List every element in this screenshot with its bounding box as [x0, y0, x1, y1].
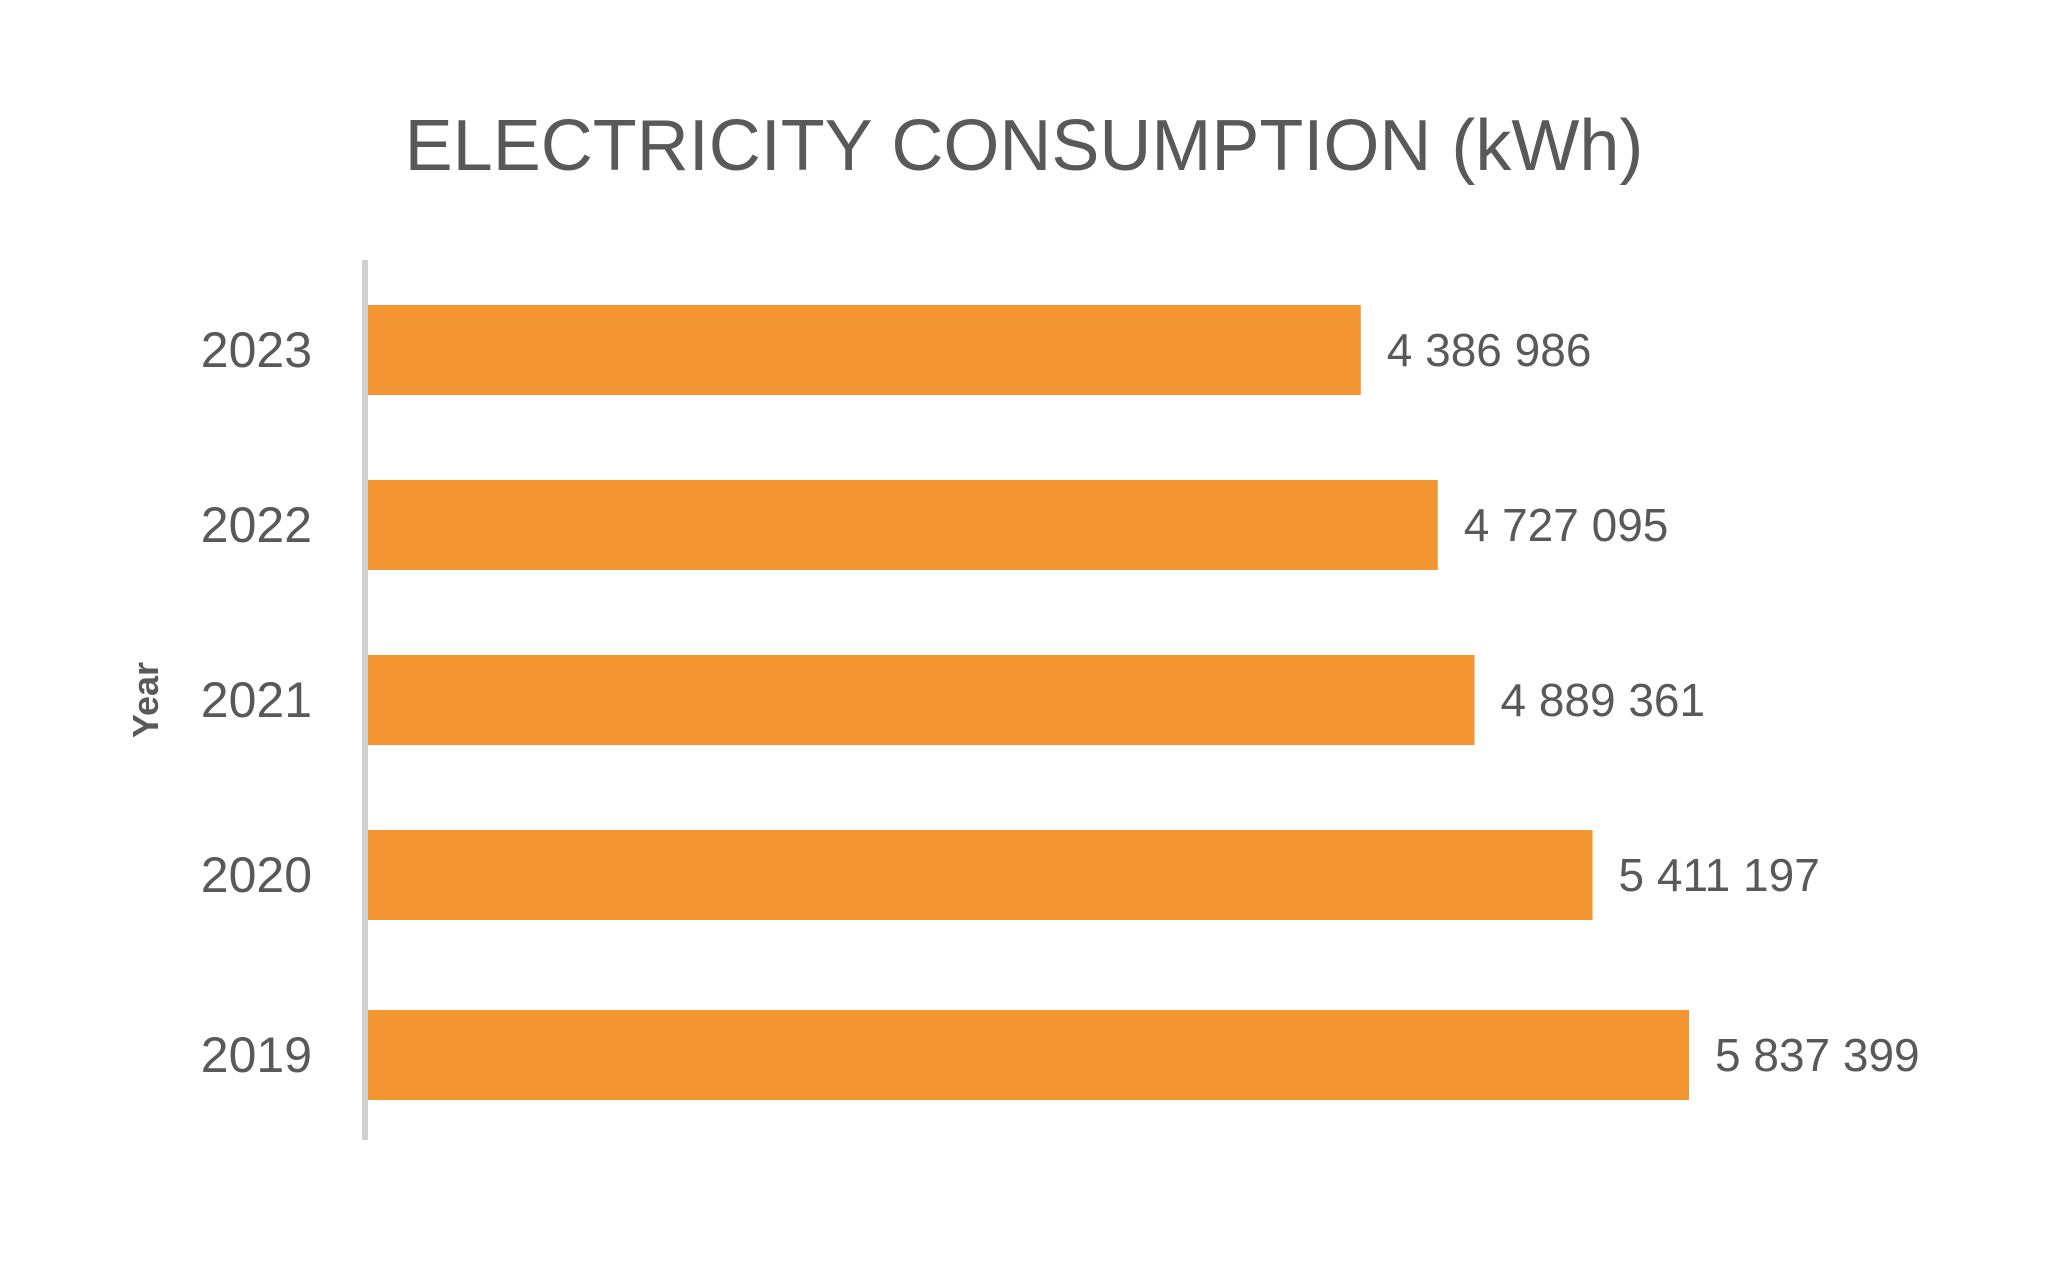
bar-2023	[368, 305, 1361, 395]
bar-2020	[368, 830, 1593, 920]
data-label-2022: 4 727 095	[1464, 499, 1669, 551]
data-label-2020: 5 411 197	[1619, 849, 1820, 901]
y-tick-label-2023: 2023	[201, 322, 312, 378]
y-axis-title: Year	[125, 662, 166, 738]
bars-layer: 2023 4 386 986 2022 4 727 095 2021 4 889 361 2…	[201, 305, 1920, 1100]
y-tick-label-2021: 2021	[201, 672, 312, 728]
bar-2022	[368, 480, 1438, 570]
data-label-2019: 5 837 399	[1715, 1029, 1920, 1081]
data-label-2021: 4 889 361	[1500, 674, 1705, 726]
bar-2019	[368, 1010, 1689, 1100]
y-tick-label-2019: 2019	[201, 1027, 312, 1083]
y-tick-label-2020: 2020	[201, 847, 312, 903]
bar-2021	[368, 655, 1475, 745]
data-label-2023: 4 386 986	[1387, 324, 1592, 376]
chart-title: ELECTRICITY CONSUMPTION (kWh)	[405, 106, 1644, 186]
y-tick-label-2022: 2022	[201, 497, 312, 553]
